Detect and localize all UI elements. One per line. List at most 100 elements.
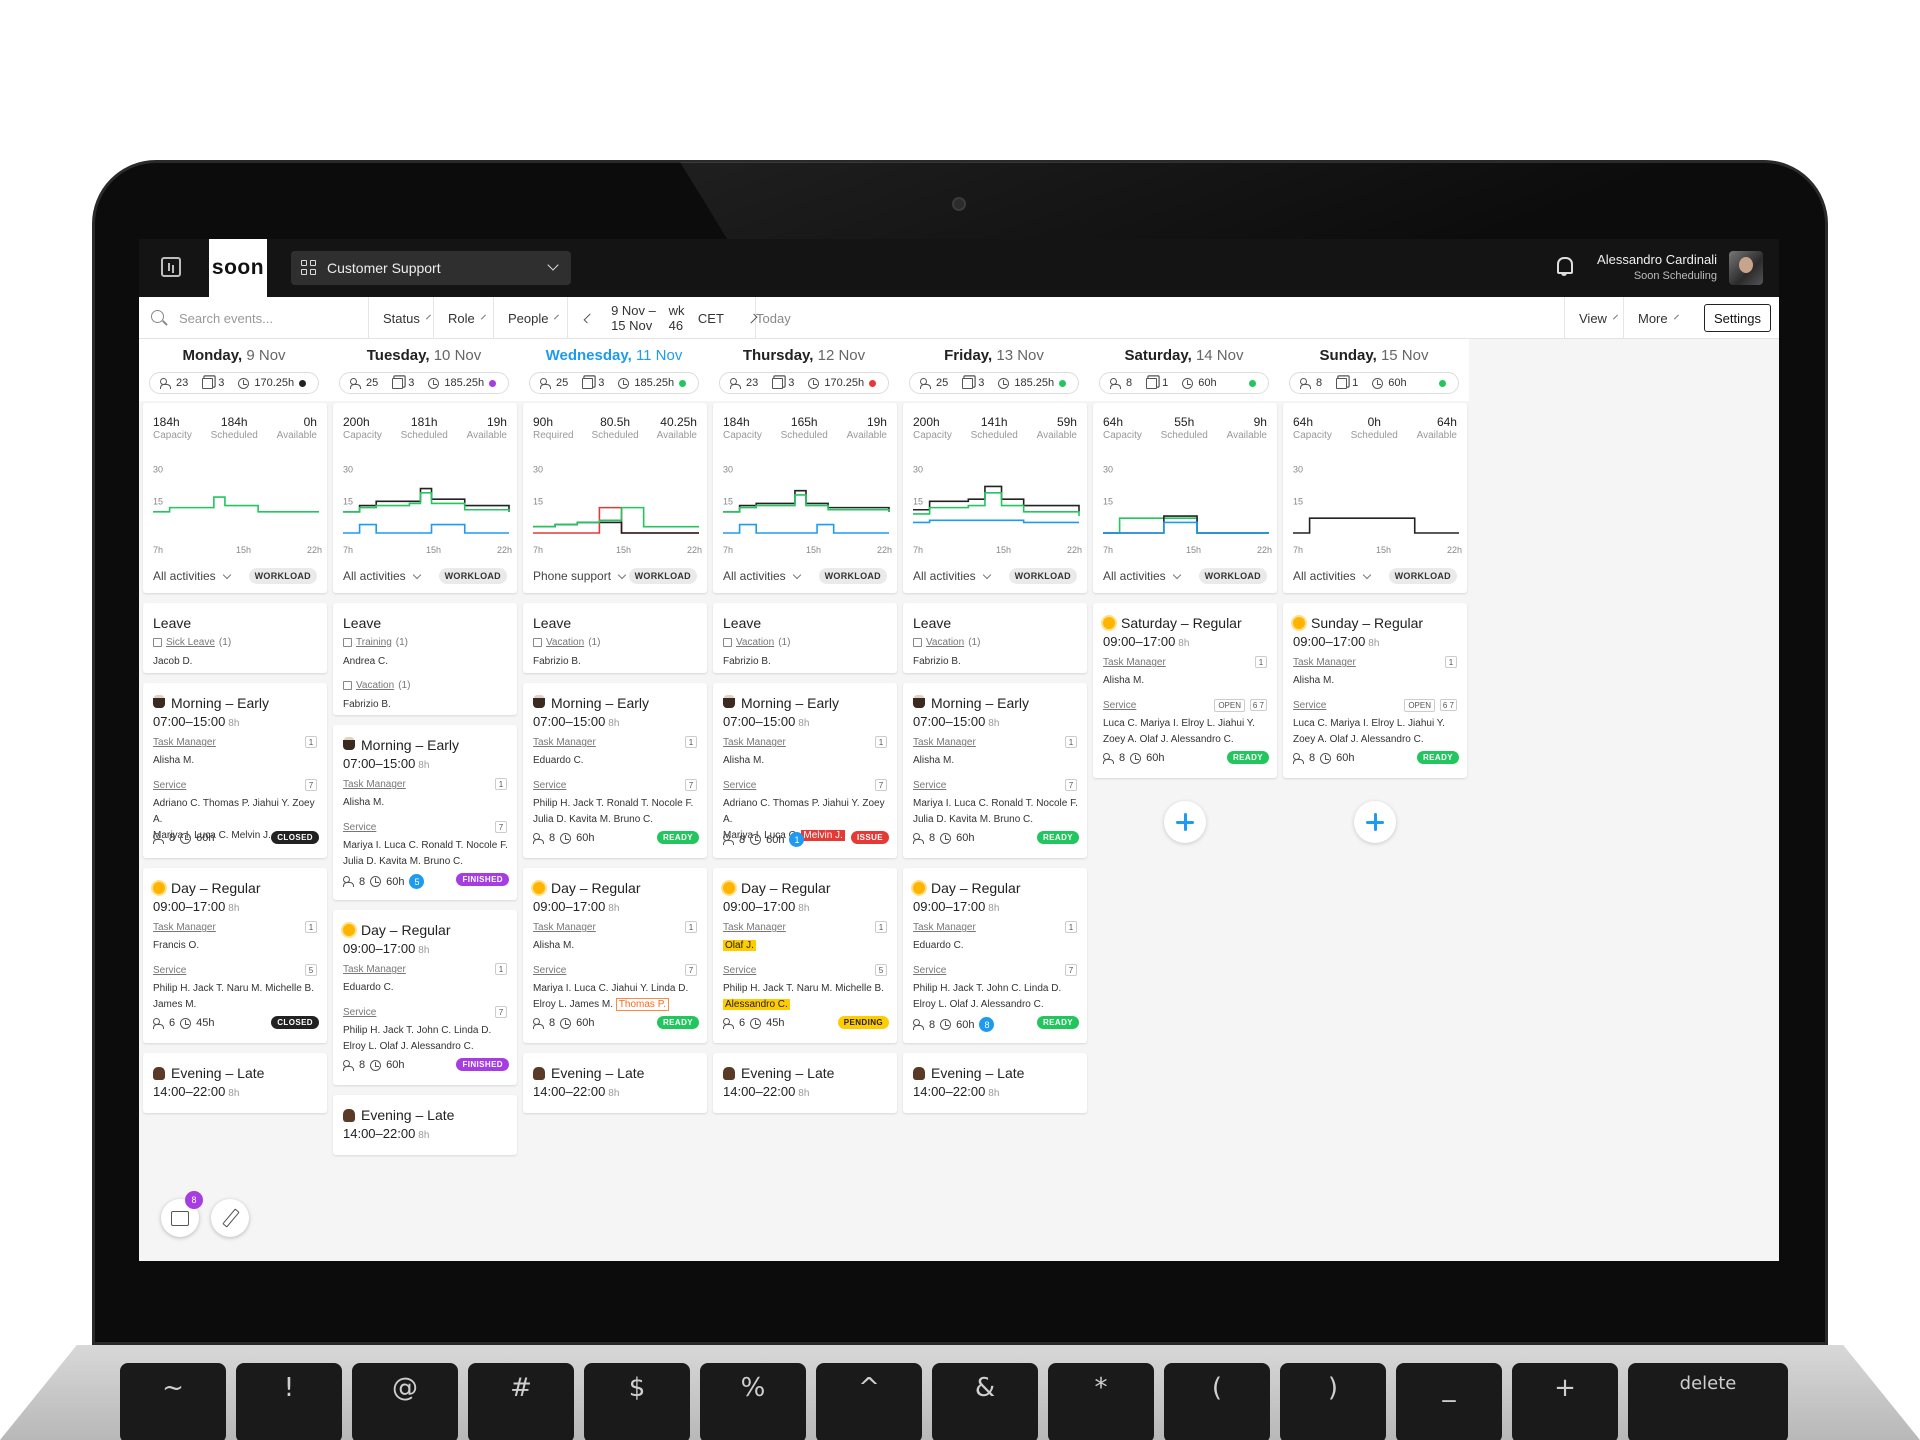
edit-button[interactable] <box>211 1199 249 1237</box>
day-title[interactable]: Wednesday, 11 Nov <box>519 347 709 364</box>
status-badge[interactable]: READY <box>1416 751 1459 764</box>
shift-card[interactable]: Evening – Late 14:00–22:00 8h <box>523 1053 707 1113</box>
role-service[interactable]: Service OPEN 6 7 <box>1103 699 1267 712</box>
role-service[interactable]: Service 7 <box>153 779 317 791</box>
day-stats[interactable]: 23 3 170.25h <box>149 372 319 394</box>
shift-card[interactable]: Sunday – Regular 09:00–17:00 8h Task Manage… <box>1283 603 1467 778</box>
leave-card[interactable]: Leave Vacation (1) Fabrizio B. <box>903 603 1087 673</box>
role-task-manager[interactable]: Task Manager 1 <box>533 921 697 933</box>
status-badge[interactable]: READY <box>1036 831 1079 844</box>
leave-type[interactable]: Vacation (1) <box>913 637 980 648</box>
more-menu[interactable]: More <box>1624 297 1688 339</box>
team-selector[interactable]: Customer Support <box>291 251 571 285</box>
role-task-manager[interactable]: Task Manager 1 <box>153 736 317 748</box>
role-filter[interactable]: Role <box>434 297 494 339</box>
leave-card[interactable]: Leave Vacation (1) Fabrizio B. <box>713 603 897 673</box>
shift-card[interactable]: Day – Regular 09:00–17:00 8h Task Manager 1 O… <box>713 868 897 1043</box>
workload-badge[interactable]: WORKLOAD <box>818 568 887 584</box>
shift-card[interactable]: Evening – Late 14:00–22:00 8h <box>903 1053 1087 1113</box>
day-stats[interactable]: 8 1 60h <box>1289 372 1459 394</box>
workload-badge[interactable]: WORKLOAD <box>1198 568 1267 584</box>
role-task-manager[interactable]: Task Manager 1 <box>153 921 317 933</box>
person-name[interactable]: Alisha M. <box>1293 675 1335 686</box>
role-service[interactable]: Service 7 <box>913 964 1077 976</box>
status-badge[interactable]: READY <box>1226 751 1269 764</box>
shift-card[interactable]: Morning – Early 07:00–15:00 8h Task Manager… <box>903 683 1087 858</box>
view-menu[interactable]: View <box>1564 297 1624 339</box>
shift-card[interactable]: Evening – Late 14:00–22:00 8h <box>713 1053 897 1113</box>
leave-card[interactable]: Leave Training (1) Andrea C. Vacation (1) Fabr… <box>333 603 517 715</box>
person-name[interactable]: Eduardo C. <box>343 982 394 993</box>
user-name[interactable]: Alessandro Cardinali <box>1597 252 1717 267</box>
status-badge[interactable]: READY <box>1036 1016 1079 1029</box>
activity-filter[interactable]: All activities <box>913 569 991 583</box>
activity-filter[interactable]: All activities <box>343 569 421 583</box>
leave-person[interactable]: Jacob D. <box>153 656 193 667</box>
leave-type[interactable]: Sick Leave (1) <box>153 637 231 648</box>
sidebar-toggle-icon[interactable] <box>161 257 181 277</box>
notification-badge[interactable]: 1 <box>789 832 805 847</box>
role-task-manager[interactable]: Task Manager 1 <box>343 778 507 790</box>
day-title[interactable]: Thursday, 12 Nov <box>709 347 899 364</box>
role-service[interactable]: Service 7 <box>343 821 507 833</box>
leave-type[interactable]: Vacation (1) <box>533 637 600 648</box>
role-task-manager[interactable]: Task Manager 1 <box>1103 656 1267 668</box>
person-name[interactable]: Alisha M. <box>723 755 765 766</box>
leave-card[interactable]: Leave Sick Leave (1) Jacob D. <box>143 603 327 673</box>
person-name[interactable]: Eduardo C. <box>913 940 964 951</box>
role-service[interactable]: Service 7 <box>723 779 887 791</box>
avatar[interactable] <box>1729 251 1763 285</box>
status-filter[interactable]: Status <box>369 297 434 339</box>
today-button[interactable]: Today <box>756 297 801 339</box>
status-badge[interactable]: FINISHED <box>456 873 509 886</box>
role-task-manager[interactable]: Task Manager 1 <box>913 736 1077 748</box>
status-badge[interactable]: FINISHED <box>456 1058 509 1071</box>
shift-card[interactable]: Evening – Late 14:00–22:00 8h <box>143 1053 327 1113</box>
bell-icon[interactable] <box>1555 255 1573 277</box>
status-badge[interactable]: CLOSED <box>271 831 319 844</box>
role-service[interactable]: Service 5 <box>153 964 317 976</box>
day-stats[interactable]: 25 3 185.25h <box>909 372 1079 394</box>
add-shift-button[interactable] <box>1354 801 1396 843</box>
person-name[interactable]: Alisha M. <box>153 755 195 766</box>
leave-card[interactable]: Leave Vacation (1) Fabrizio B. <box>523 603 707 673</box>
shift-card[interactable]: Day – Regular 09:00–17:00 8h Task Manager 1 F… <box>143 868 327 1043</box>
leave-person[interactable]: Fabrizio B. <box>343 699 391 710</box>
app-logo[interactable]: soon <box>209 239 267 297</box>
role-task-manager[interactable]: Task Manager 1 <box>1293 656 1457 668</box>
date-range[interactable]: 9 Nov – 15 Nov <box>611 303 656 333</box>
notification-badge[interactable]: 8 <box>979 1017 995 1032</box>
role-task-manager[interactable]: Task Manager 1 <box>723 921 887 933</box>
person-name[interactable]: Francis O. <box>153 940 200 951</box>
activity-filter[interactable]: All activities <box>153 569 231 583</box>
status-badge[interactable]: PENDING <box>837 1016 889 1029</box>
person-name[interactable]: Alisha M. <box>1103 675 1145 686</box>
day-stats[interactable]: 25 3 185.25h <box>529 372 699 394</box>
activity-filter[interactable]: All activities <box>1103 569 1181 583</box>
shift-card[interactable]: Morning – Early 07:00–15:00 8h Task Manager… <box>713 683 897 858</box>
person-name[interactable]: Alisha M. <box>913 755 955 766</box>
day-title[interactable]: Monday, 9 Nov <box>139 347 329 364</box>
shift-card[interactable]: Day – Regular 09:00–17:00 8h Task Manager 1 A… <box>523 868 707 1043</box>
activity-filter[interactable]: All activities <box>1293 569 1371 583</box>
day-title[interactable]: Sunday, 15 Nov <box>1279 347 1469 364</box>
day-title[interactable]: Saturday, 14 Nov <box>1089 347 1279 364</box>
leave-person[interactable]: Fabrizio B. <box>723 656 771 667</box>
role-service[interactable]: Service 5 <box>723 964 887 976</box>
activity-filter[interactable]: Phone support <box>533 569 627 583</box>
status-badge[interactable]: ISSUE <box>850 831 889 844</box>
leave-person[interactable]: Fabrizio B. <box>533 656 581 667</box>
people-filter[interactable]: People <box>494 297 568 339</box>
leave-type[interactable]: Vacation (1) <box>343 680 410 691</box>
activity-filter[interactable]: All activities <box>723 569 801 583</box>
leave-type[interactable]: Vacation (1) <box>723 637 790 648</box>
status-badge[interactable]: READY <box>656 831 699 844</box>
role-task-manager[interactable]: Task Manager 1 <box>913 921 1077 933</box>
workload-badge[interactable]: WORKLOAD <box>1008 568 1077 584</box>
notification-badge[interactable]: 5 <box>409 874 425 889</box>
workload-badge[interactable]: WORKLOAD <box>438 568 507 584</box>
role-service[interactable]: Service OPEN 6 7 <box>1293 699 1457 712</box>
shift-card[interactable]: Morning – Early 07:00–15:00 8h Task Manager… <box>333 725 517 900</box>
add-shift-button[interactable] <box>1164 801 1206 843</box>
flagged-person[interactable]: Thomas P. <box>615 998 669 1011</box>
